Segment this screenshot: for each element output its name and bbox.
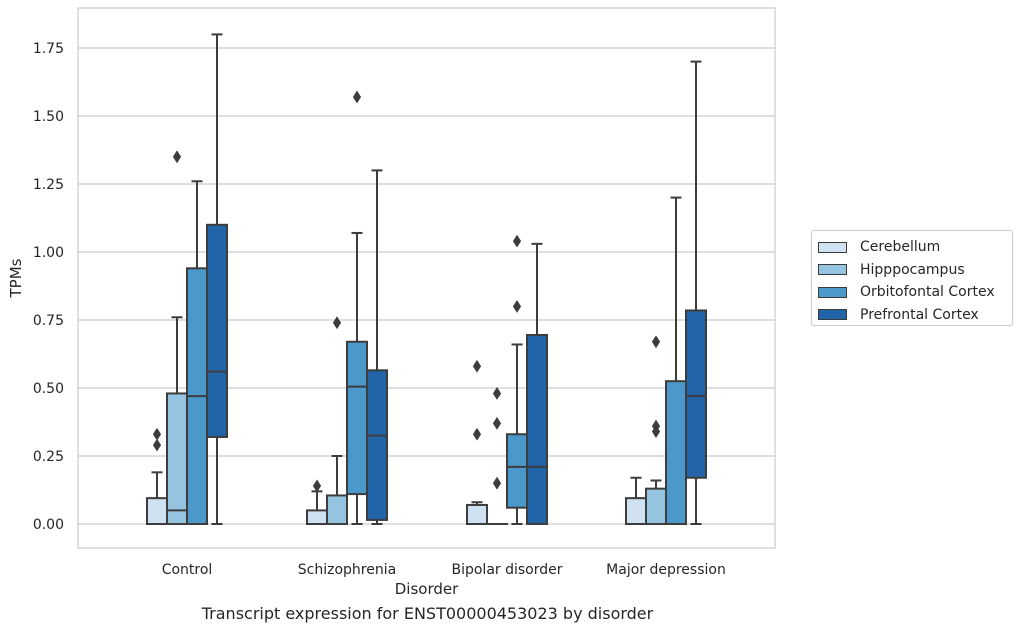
legend-item: Hipppocampus xyxy=(818,259,1012,282)
box-body xyxy=(206,223,228,438)
box-body xyxy=(665,380,687,526)
legend-item: Cerebellum xyxy=(818,236,1012,259)
box xyxy=(466,359,488,525)
plot-area-frame xyxy=(77,7,776,549)
y-tick-label: 0.75 xyxy=(33,313,64,329)
y-tick-label: 0.25 xyxy=(33,449,64,465)
box-body xyxy=(366,369,388,521)
y-tick-label: 0.00 xyxy=(33,517,64,533)
outlier-point xyxy=(492,476,502,490)
box-body xyxy=(466,503,488,525)
box xyxy=(506,234,528,525)
outlier-point xyxy=(152,427,162,441)
box xyxy=(665,196,687,526)
box-body xyxy=(685,309,707,479)
legend-label: Orbitofontal Cortex xyxy=(860,284,995,301)
box xyxy=(346,90,368,525)
box xyxy=(146,427,168,526)
box xyxy=(486,387,508,526)
outlier-point xyxy=(472,427,482,441)
outlier-point xyxy=(651,419,661,433)
y-tick-label: 0.50 xyxy=(33,381,64,397)
legend-label: Prefrontal Cortex xyxy=(860,306,979,323)
box xyxy=(366,169,388,525)
x-tick-label: Major depression xyxy=(606,562,726,578)
x-tick-label: Control xyxy=(162,562,213,578)
box-body xyxy=(645,487,667,526)
box xyxy=(625,476,647,526)
series-orbitofontal-cortex xyxy=(186,90,687,526)
y-tick-labels: 0.00 0.25 0.50 0.75 1.00 1.25 1.50 1.75 xyxy=(33,41,64,533)
outlier-point xyxy=(492,416,502,430)
box-body xyxy=(346,340,368,496)
box-body xyxy=(506,433,528,509)
outlier-point xyxy=(492,387,502,400)
x-tick-label: Schizophrenia xyxy=(298,562,396,578)
y-tick-label: 1.75 xyxy=(33,41,64,57)
box-body xyxy=(625,497,647,526)
y-tick-label: 1.00 xyxy=(33,245,64,261)
outlier-point xyxy=(152,438,162,452)
box-body xyxy=(306,509,328,525)
legend-label: Cerebellum xyxy=(860,239,941,256)
outlier-point xyxy=(512,299,522,313)
x-tick-labels: Control Schizophrenia Bipolar disorder Majo… xyxy=(162,562,726,578)
outlier-point xyxy=(172,150,182,164)
box-body xyxy=(166,392,188,525)
box xyxy=(166,150,188,525)
legend-swatch xyxy=(818,286,847,298)
legend-item: Orbitofontal Cortex xyxy=(818,281,1012,304)
legend-label: Hipppocampus xyxy=(860,261,965,278)
chart-caption: Transcript expression for ENST0000045302… xyxy=(201,604,654,623)
box xyxy=(326,316,348,526)
series-prefrontal-cortex xyxy=(206,33,707,525)
legend-swatch xyxy=(818,241,847,253)
legend-swatch xyxy=(818,264,847,276)
x-axis-label: Disorder xyxy=(395,580,459,598)
outlier-point xyxy=(312,479,322,493)
box-body xyxy=(326,494,348,526)
outlier-point xyxy=(352,90,362,104)
outlier-point xyxy=(472,359,482,373)
series-hipppocampus xyxy=(166,150,667,526)
box-body xyxy=(146,497,168,526)
y-tick-label: 1.50 xyxy=(33,109,64,125)
outlier-point xyxy=(512,234,522,248)
box-body xyxy=(526,333,548,525)
box-series xyxy=(146,33,707,526)
y-tick-label: 1.25 xyxy=(33,177,64,193)
legend: Cerebellum Hipppocampus Orbitofontal Corte… xyxy=(811,230,1013,326)
box xyxy=(306,479,328,525)
outlier-point xyxy=(651,335,661,349)
x-tick-label: Bipolar disorder xyxy=(451,562,562,578)
outlier-point xyxy=(332,316,342,330)
box xyxy=(186,180,208,525)
y-axis-label: TPMs xyxy=(7,258,25,298)
box xyxy=(206,33,228,525)
box xyxy=(645,335,667,526)
box xyxy=(526,242,548,525)
box xyxy=(685,60,707,525)
legend-swatch xyxy=(818,309,847,321)
legend-item: Prefrontal Cortex xyxy=(818,304,1012,327)
